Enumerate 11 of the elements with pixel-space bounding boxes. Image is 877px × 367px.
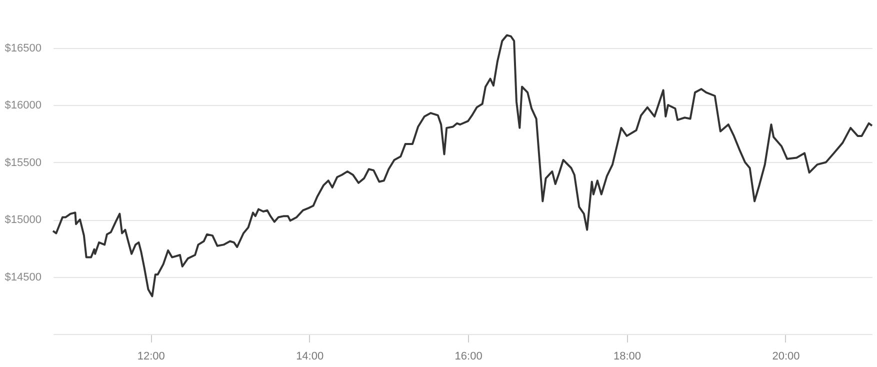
x-tick-label: 20:00 xyxy=(772,350,800,362)
y-tick-label: $14500 xyxy=(4,271,42,284)
x-tick-label: 16:00 xyxy=(454,350,482,362)
y-tick-label: $15000 xyxy=(4,214,42,226)
x-tick-label: 12:00 xyxy=(137,350,165,362)
y-tick-label: $15500 xyxy=(4,156,42,169)
x-tick-label: 14:00 xyxy=(296,350,324,362)
y-tick-label: $16500 xyxy=(4,42,42,54)
y-tick-label: $16000 xyxy=(4,100,42,112)
x-tick-label: 18:00 xyxy=(614,350,642,362)
line-series xyxy=(52,34,873,298)
